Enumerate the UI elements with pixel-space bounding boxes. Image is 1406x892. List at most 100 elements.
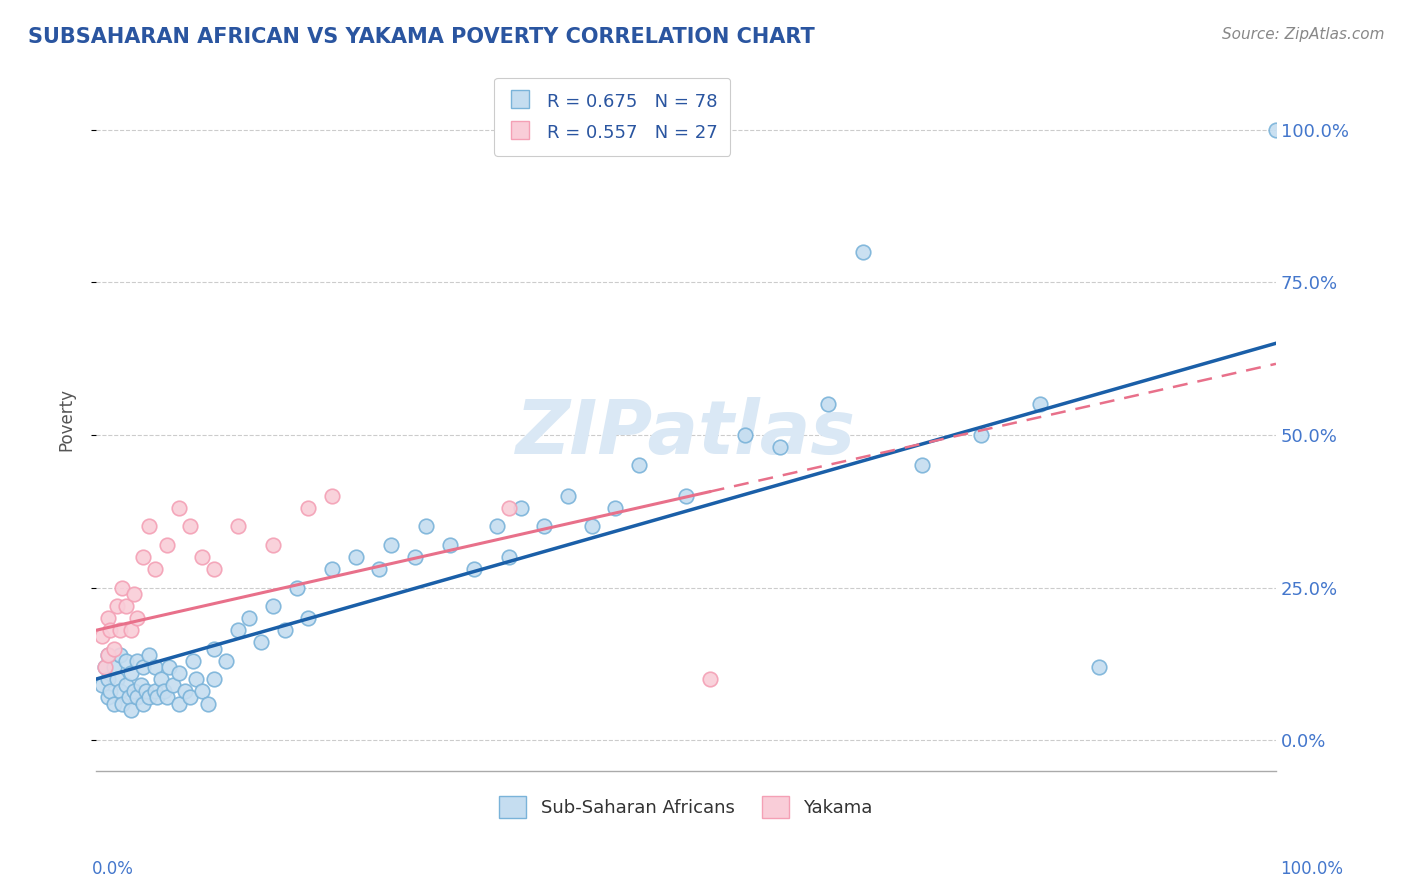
Point [439,538,461,552]
Point [97,648,120,662]
Point [114,678,136,692]
Point [98,684,121,698]
Point [118,690,141,705]
Point [108,684,131,698]
Point [1088,660,1111,674]
Point [321,562,343,576]
Point [156,538,179,552]
Point [186,672,208,686]
Point [146,690,169,705]
Point [103,641,125,656]
Point [215,654,238,668]
Point [94,660,117,674]
Point [533,519,555,533]
Point [167,665,190,680]
Point [581,519,603,533]
Point [97,672,120,686]
Text: 0.0%: 0.0% [91,860,134,878]
Legend: Sub-Saharan Africans, Yakama: Sub-Saharan Africans, Yakama [492,789,880,825]
Point [202,562,225,576]
Point [734,428,756,442]
Point [1265,122,1288,136]
Point [132,549,155,564]
Text: 100.0%: 100.0% [1279,860,1343,878]
Point [173,684,195,698]
Point [699,672,721,686]
Point [509,501,531,516]
Point [181,654,204,668]
Point [191,684,214,698]
Point [143,684,166,698]
Text: SUBSAHARAN AFRICAN VS YAKAMA POVERTY CORRELATION CHART: SUBSAHARAN AFRICAN VS YAKAMA POVERTY COR… [28,27,815,46]
Text: Source: ZipAtlas.com: Source: ZipAtlas.com [1222,27,1385,42]
Point [675,489,697,503]
Point [202,672,225,686]
Point [105,672,128,686]
Point [105,599,128,613]
Point [143,660,166,674]
Point [120,624,142,638]
Point [344,549,367,564]
Point [108,624,131,638]
Point [605,501,627,516]
Point [127,611,149,625]
Point [627,458,650,473]
Point [250,635,273,649]
Text: ZIPatlas: ZIPatlas [516,397,856,470]
Point [404,549,426,564]
Point [911,458,934,473]
Point [138,648,160,662]
Point [103,697,125,711]
Point [297,501,319,516]
Point [90,629,112,643]
Point [162,678,184,692]
Point [97,648,120,662]
Point [238,611,260,625]
Point [122,586,145,600]
Point [143,562,166,576]
Point [463,562,485,576]
Point [226,624,249,638]
Point [103,660,125,674]
Point [191,549,214,564]
Point [262,538,284,552]
Point [114,654,136,668]
Point [114,599,136,613]
Point [138,690,160,705]
Point [274,624,297,638]
Point [179,690,201,705]
Point [90,678,112,692]
Point [120,665,142,680]
Point [226,519,249,533]
Point [321,489,343,503]
Point [769,440,792,454]
Point [380,538,402,552]
Point [179,519,201,533]
Point [368,562,391,576]
Point [852,244,875,259]
Y-axis label: Poverty: Poverty [58,388,75,451]
Point [127,654,149,668]
Point [111,581,134,595]
Point [97,611,120,625]
Point [111,697,134,711]
Point [132,697,155,711]
Point [129,678,152,692]
Point [167,501,190,516]
Point [97,690,120,705]
Point [138,519,160,533]
Point [970,428,993,442]
Point [120,703,142,717]
Point [498,501,520,516]
Point [817,397,839,411]
Point [262,599,284,613]
Point [557,489,579,503]
Point [149,672,172,686]
Point [132,660,155,674]
Point [197,697,219,711]
Point [167,697,190,711]
Point [108,648,131,662]
Point [202,641,225,656]
Point [127,690,149,705]
Point [415,519,437,533]
